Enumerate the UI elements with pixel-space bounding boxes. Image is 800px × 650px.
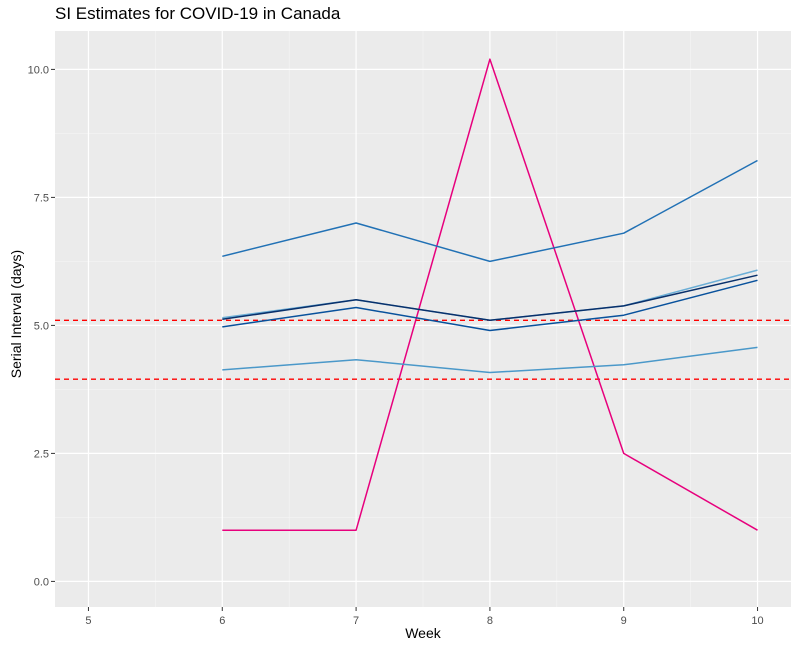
x-axis-title: Week: [405, 625, 441, 641]
major-gridlines: [55, 31, 791, 607]
reference-lines: [55, 319, 791, 380]
series-line-2: [222, 159, 758, 263]
y-tick-label: 7.5: [34, 192, 49, 204]
minor-gridlines: [55, 31, 791, 607]
y-tick-label: 0.0: [34, 576, 49, 588]
series-line-4: [222, 274, 758, 322]
y-tick-label: 10.0: [28, 64, 49, 76]
x-tick-label: 9: [621, 615, 627, 627]
x-tick-label: 5: [85, 615, 91, 627]
chart-title: SI Estimates for COVID-19 in Canada: [55, 4, 341, 23]
tick-labels: 5 6 7 8 9 10 0.0 2.5 5.0 7.5 10.0: [28, 64, 764, 627]
x-tick-label: 6: [219, 615, 225, 627]
y-tick-label: 5.0: [34, 320, 49, 332]
series-line-1: [222, 58, 758, 531]
series-line-5: [222, 279, 758, 332]
series-lines: [222, 58, 758, 531]
x-tick-label: 8: [487, 615, 493, 627]
y-axis-title: Serial Interval (days): [8, 249, 24, 379]
series-line-6: [222, 346, 758, 374]
x-tick-label: 10: [751, 615, 763, 627]
axis-ticks: [51, 68, 759, 611]
y-tick-label: 2.5: [34, 448, 49, 460]
x-tick-label: 7: [353, 615, 359, 627]
